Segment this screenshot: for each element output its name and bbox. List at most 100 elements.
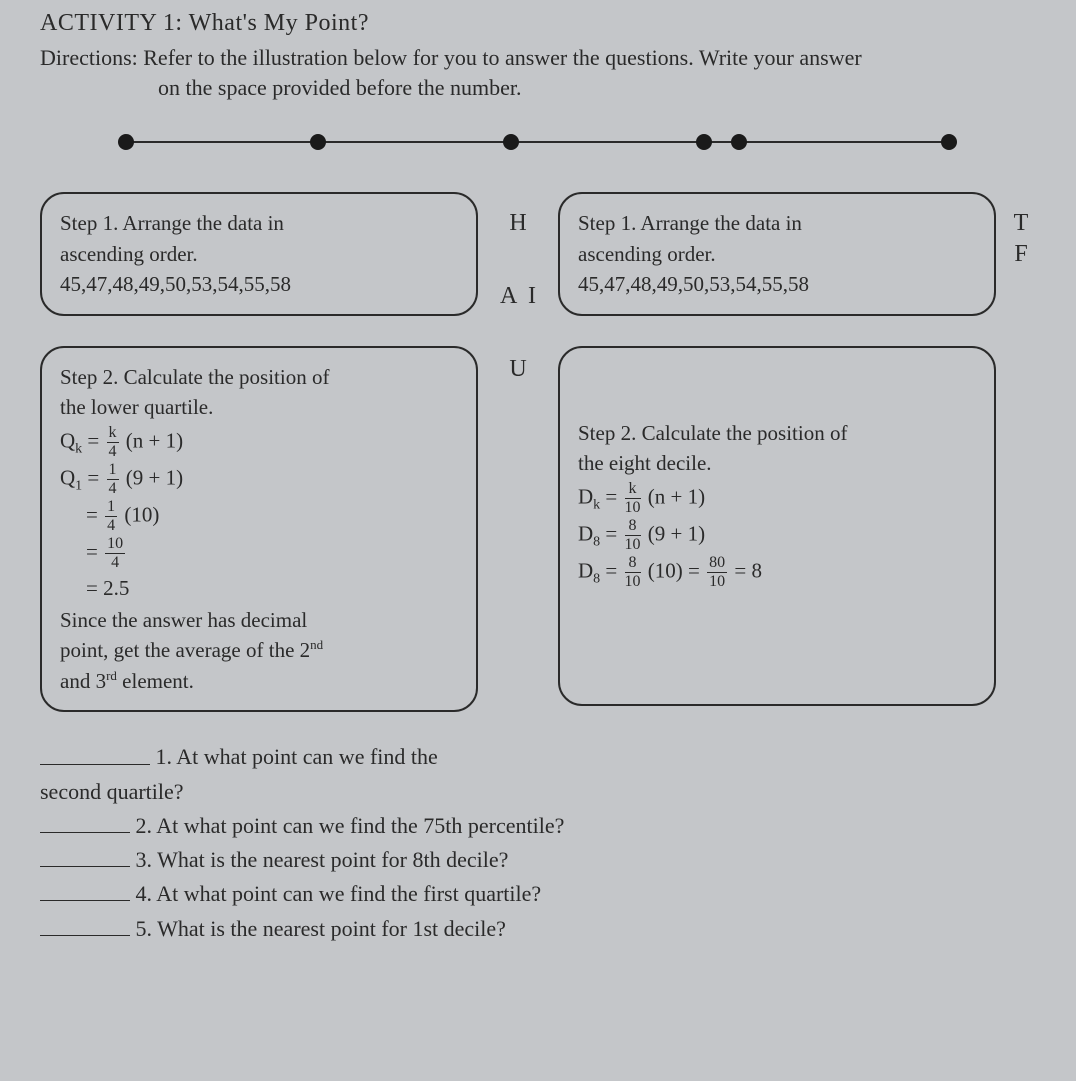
eq-text: = — [605, 521, 622, 545]
fraction: 810 — [625, 555, 641, 590]
step2-right-heading1: Step 2. Calculate the position of — [578, 418, 976, 448]
step1-right-line3: 45,47,48,49,50,53,54,55,58 — [578, 269, 976, 299]
eq-text: = — [86, 502, 103, 526]
answer-blank[interactable] — [40, 843, 130, 867]
note-text: element. — [117, 669, 194, 693]
note-text: point, get the average of the 2 — [60, 638, 310, 662]
eq-text: (9 + 1) — [126, 465, 183, 489]
frac-num: 10 — [105, 536, 125, 554]
number-line-dot — [696, 134, 712, 150]
eq-text: = — [87, 428, 104, 452]
step1-right-line1: Step 1. Arrange the data in — [578, 208, 976, 238]
step1-left-box: Step 1. Arrange the data in ascending or… — [40, 192, 478, 315]
frac-den: 4 — [107, 480, 119, 497]
question-2: 2. At what point can we find the 75th pe… — [40, 809, 1036, 843]
frac-num: k — [107, 425, 119, 443]
step2-right-box: Step 2. Calculate the position of the ei… — [558, 346, 996, 706]
frac-den: 4 — [105, 517, 117, 534]
right-letters-column: T F — [1006, 192, 1036, 712]
fraction: 14 — [107, 462, 119, 497]
step2-left-note2: point, get the average of the 2nd — [60, 635, 458, 665]
step1-right-box: Step 1. Arrange the data in ascending or… — [558, 192, 996, 315]
number-line-dot — [941, 134, 957, 150]
answer-blank[interactable] — [40, 740, 150, 764]
questions-block: 1. At what point can we find the second … — [40, 740, 1036, 946]
step1-left-line2: ascending order. — [60, 239, 458, 269]
number-line-dot — [310, 134, 326, 150]
fraction: 14 — [105, 499, 117, 534]
directions-line1: Directions: Refer to the illustration be… — [40, 45, 862, 70]
eq-text: D — [578, 484, 593, 508]
step2-left-eq3: = 14 (10) — [86, 499, 458, 534]
frac-den: 10 — [625, 573, 641, 590]
frac-den: 10 — [625, 499, 641, 516]
letter-f: F — [1014, 241, 1027, 268]
eq-text: Q — [60, 428, 75, 452]
eq-text: = — [86, 539, 103, 563]
question-3: 3. What is the nearest point for 8th dec… — [40, 843, 1036, 877]
number-line-dot — [118, 134, 134, 150]
eq-text: (9 + 1) — [648, 521, 705, 545]
directions: Directions: Refer to the illustration be… — [40, 43, 1036, 102]
step2-left-eq4: = 104 — [86, 536, 458, 571]
step2-right-heading2: the eight decile. — [578, 448, 976, 478]
question-1-cont: second quartile? — [40, 775, 1036, 809]
frac-num: 8 — [625, 518, 641, 536]
step2-left-eq2: Q 1 = 14 (9 + 1) — [60, 462, 458, 497]
step2-right-eq2: D8 = 810 (9 + 1) — [578, 518, 976, 553]
frac-den: 4 — [105, 554, 125, 571]
number-line — [100, 132, 976, 152]
answer-blank[interactable] — [40, 809, 130, 833]
step2-left-eq5: = 2.5 — [86, 573, 458, 603]
letter-h: H — [509, 210, 526, 237]
step1-right-line2: ascending order. — [578, 239, 976, 269]
step1-left-line3: 45,47,48,49,50,53,54,55,58 — [60, 269, 458, 299]
question-1: 1. At what point can we find the — [40, 740, 1036, 774]
question-text: 2. At what point can we find the 75th pe… — [136, 813, 565, 838]
letter-ai: A I — [500, 283, 536, 310]
eq-text: D — [578, 558, 593, 582]
eq-text: = — [87, 465, 104, 489]
middle-letters-column: H A I U — [488, 192, 548, 712]
question-text: 1. At what point can we find the — [156, 745, 438, 770]
frac-num: 80 — [707, 555, 727, 573]
eq-sub: 8 — [593, 571, 600, 586]
question-4: 4. At what point can we find the first q… — [40, 877, 1036, 911]
eq-sub: 8 — [593, 534, 600, 549]
eq-text: (10) — [124, 502, 159, 526]
note-text: and 3 — [60, 669, 106, 693]
eq-sub: k — [75, 441, 82, 456]
eq-text: = 8 — [734, 558, 762, 582]
number-line-dot — [731, 134, 747, 150]
number-line-dot — [503, 134, 519, 150]
fraction: k4 — [107, 425, 119, 460]
eq-sub: k — [593, 497, 600, 512]
frac-den: 10 — [707, 573, 727, 590]
note-sup: rd — [106, 668, 117, 683]
step1-left-line1: Step 1. Arrange the data in — [60, 208, 458, 238]
step2-left-heading1: Step 2. Calculate the position of — [60, 362, 458, 392]
question-5: 5. What is the nearest point for 1st dec… — [40, 912, 1036, 946]
eq-text: = — [605, 558, 622, 582]
frac-num: 1 — [105, 499, 117, 517]
step2-left-note1: Since the answer has decimal — [60, 605, 458, 635]
right-column: Step 1. Arrange the data in ascending or… — [558, 192, 996, 712]
note-sup: nd — [310, 637, 323, 652]
activity-title: ACTIVITY 1: What's My Point? — [40, 10, 1036, 37]
fraction: k10 — [625, 481, 641, 516]
eq-text: Q — [60, 465, 75, 489]
answer-blank[interactable] — [40, 877, 130, 901]
frac-den: 10 — [625, 536, 641, 553]
eq-text: D — [578, 521, 593, 545]
frac-num: k — [625, 481, 641, 499]
panels-row: Step 1. Arrange the data in ascending or… — [40, 192, 1036, 712]
step2-left-box: Step 2. Calculate the position of the lo… — [40, 346, 478, 713]
question-text: 5. What is the nearest point for 1st dec… — [136, 916, 506, 941]
step2-right-eq1: Dk = k10 (n + 1) — [578, 481, 976, 516]
fraction: 8010 — [707, 555, 727, 590]
answer-blank[interactable] — [40, 912, 130, 936]
eq-text: (n + 1) — [648, 484, 705, 508]
directions-line2: on the space provided before the number. — [158, 75, 521, 100]
frac-num: 1 — [107, 462, 119, 480]
eq-text: (10) = — [648, 558, 705, 582]
